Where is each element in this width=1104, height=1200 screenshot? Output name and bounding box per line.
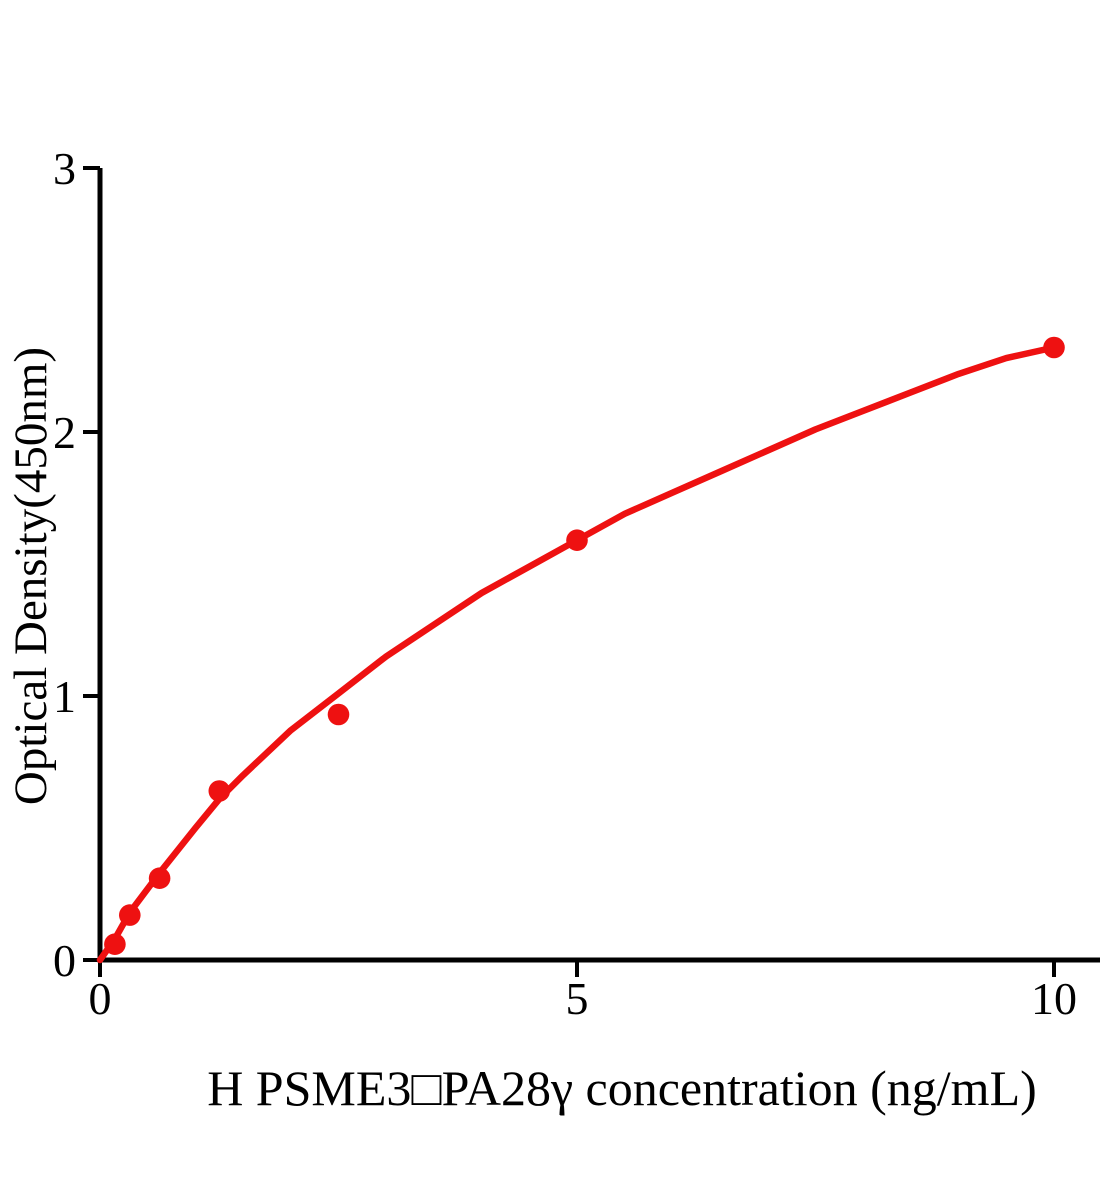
x-tick-label: 5 — [566, 973, 589, 1024]
data-point — [104, 933, 126, 955]
x-tick-label: 0 — [89, 973, 112, 1024]
data-point — [208, 780, 231, 802]
y-tick-label: 2 — [53, 407, 76, 458]
axis-spine — [97, 168, 1100, 963]
y-tick-label: 1 — [53, 671, 76, 722]
data-point — [327, 703, 350, 726]
fit-curve — [96, 344, 1058, 964]
x-axis-title: H PSME3□PA28γ concentration (ng/mL) — [207, 1060, 1037, 1116]
y-tick-label: 0 — [53, 935, 76, 986]
y-tick-label: 3 — [53, 143, 76, 194]
y-axis-title: Optical Density(450nm) — [5, 347, 57, 805]
data-point — [566, 529, 588, 551]
x-tick-label: 10 — [1031, 973, 1077, 1024]
data-point — [148, 867, 171, 889]
data-point — [119, 904, 141, 926]
data-point — [1043, 336, 1065, 359]
